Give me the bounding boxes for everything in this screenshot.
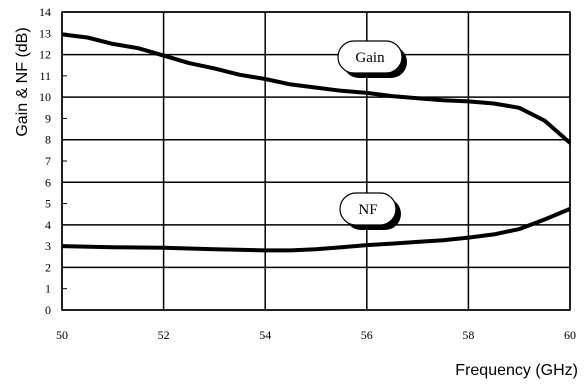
y-tick-label: 2 [45,260,51,274]
series-line-gain [61,32,572,145]
y-tick-label: 0 [45,303,51,317]
callout-gain: Gain [337,40,407,78]
y-tick-label: 5 [45,197,51,211]
x-axis-title: Frequency (GHz) [455,362,578,379]
y-tick-label: 4 [45,218,51,232]
y-tick-label: 14 [39,5,51,19]
x-tick-label: 56 [361,328,373,342]
y-tick-label: 8 [45,133,51,147]
x-tick-label: 60 [564,328,576,342]
callout-nf: NF [339,192,401,230]
y-axis-title: Gain & NF (dB) [14,27,31,136]
callouts: Gain NF [337,40,407,230]
x-tick-label: 50 [56,328,68,342]
plot-frame [61,11,571,311]
x-tick-label: 52 [158,328,170,342]
y-tick-label: 3 [45,239,51,253]
y-tick-label: 7 [45,154,51,168]
y-tick-label: 11 [39,69,51,83]
y-tick-label: 1 [45,282,51,296]
series-line-nf [61,207,571,253]
grid [61,11,571,311]
y-tick-label: 12 [39,48,51,62]
callout-label: Gain [355,50,385,66]
y-tick-label: 10 [39,90,51,104]
y-tick-label: 6 [45,175,51,189]
y-tick-label: 13 [39,26,51,40]
x-tick-label: 58 [462,328,474,342]
x-tick-label: 54 [259,328,271,342]
callout-bubble [339,192,397,226]
series-layer [61,32,572,253]
callout-label: NF [358,202,377,218]
y-tick-label: 9 [45,111,51,125]
callout-bubble [337,40,403,74]
